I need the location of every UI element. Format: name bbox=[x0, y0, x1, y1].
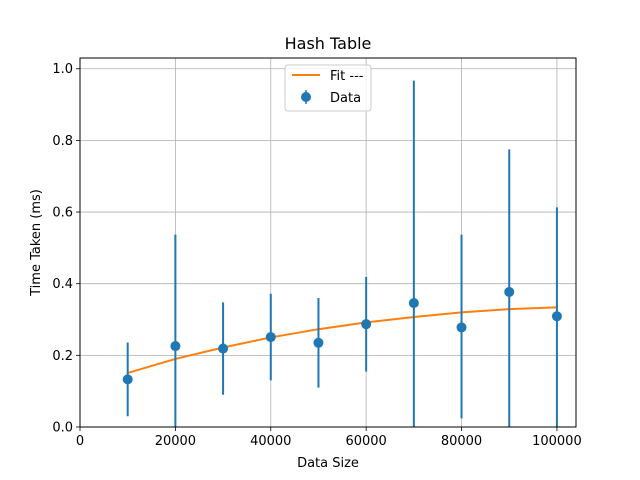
legend-data-label: Data bbox=[330, 91, 361, 106]
y-tick-label: 0.6 bbox=[52, 206, 73, 221]
y-tick-label: 1.0 bbox=[52, 62, 73, 77]
y-axis-label: Time Taken (ms) bbox=[29, 189, 44, 297]
fit-line bbox=[127, 306, 557, 374]
y-tick-label: 0.4 bbox=[52, 277, 73, 292]
x-tick-label: 80000 bbox=[441, 434, 482, 449]
data-point bbox=[218, 343, 229, 354]
data-point bbox=[313, 337, 324, 348]
x-axis-label: Data Size bbox=[297, 456, 359, 471]
x-tick-label: 40000 bbox=[250, 434, 291, 449]
x-tick-label: 100000 bbox=[532, 434, 582, 449]
x-tick-label: 20000 bbox=[155, 434, 196, 449]
data-point bbox=[265, 332, 276, 343]
plot-series bbox=[122, 80, 562, 427]
data-point bbox=[456, 322, 467, 333]
chart-title: Hash Table bbox=[285, 34, 372, 53]
plot-frame bbox=[79, 57, 577, 428]
x-tick-label: 60000 bbox=[345, 434, 386, 449]
data-point bbox=[551, 311, 562, 322]
data-point bbox=[170, 341, 181, 352]
legend-data-marker-swatch bbox=[301, 92, 311, 102]
x-tick-label: 0 bbox=[76, 434, 84, 449]
y-tick-label: 0.8 bbox=[52, 134, 73, 149]
axis-ticks: 0 20000 40000 60000 80000 100000 0.0 0.2 0.4 0.6 0… bbox=[52, 62, 581, 449]
y-tick-label: 0.2 bbox=[52, 349, 73, 364]
data-point bbox=[408, 298, 419, 309]
legend: Fit --- Data bbox=[284, 64, 372, 112]
data-point bbox=[361, 319, 372, 330]
data-point bbox=[504, 286, 515, 297]
legend-fit-label: Fit --- bbox=[330, 69, 364, 84]
data-point bbox=[122, 374, 133, 385]
y-tick-label: 0.0 bbox=[52, 421, 73, 436]
